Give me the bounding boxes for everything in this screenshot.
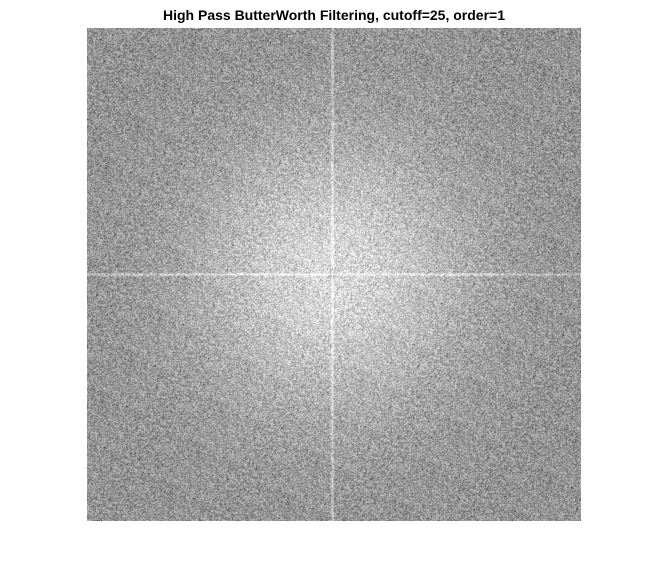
spectrum-image xyxy=(87,28,581,521)
plot-title: High Pass ButterWorth Filtering, cutoff=… xyxy=(162,7,505,23)
